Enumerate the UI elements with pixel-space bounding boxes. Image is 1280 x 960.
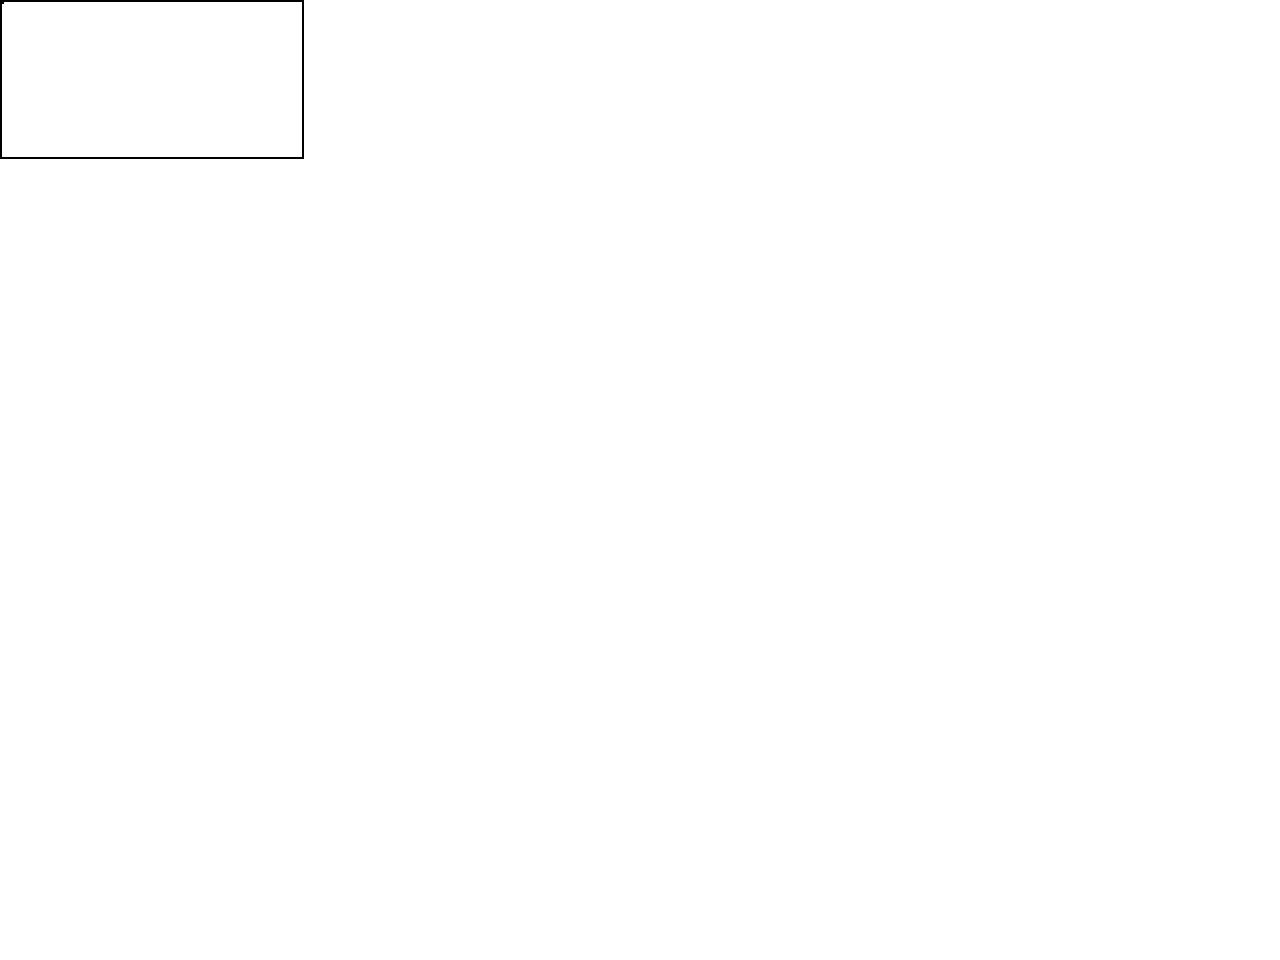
colorbar-canvas	[2, 2, 302, 152]
colorbar	[0, 0, 304, 159]
